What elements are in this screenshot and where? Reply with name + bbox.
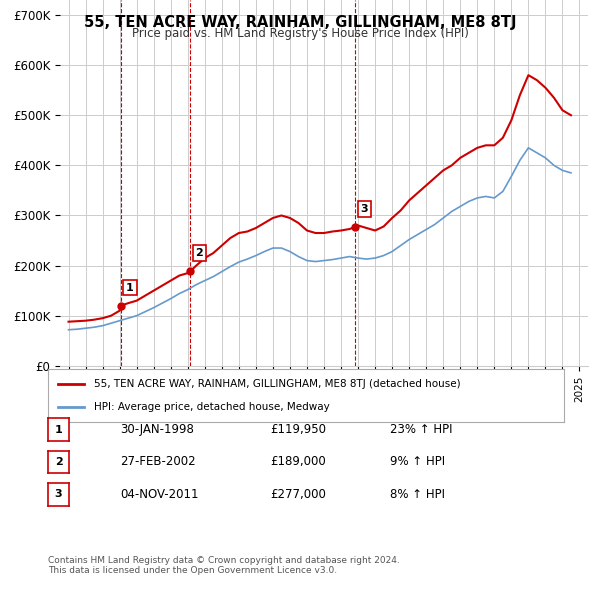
Text: 27-FEB-2002: 27-FEB-2002 — [120, 455, 196, 468]
Text: 1: 1 — [55, 425, 62, 434]
Text: 2: 2 — [196, 248, 203, 258]
Text: 9% ↑ HPI: 9% ↑ HPI — [390, 455, 445, 468]
Text: 3: 3 — [361, 204, 368, 214]
Text: 30-JAN-1998: 30-JAN-1998 — [120, 423, 194, 436]
Text: 04-NOV-2011: 04-NOV-2011 — [120, 488, 199, 501]
Text: £277,000: £277,000 — [270, 488, 326, 501]
Text: £119,950: £119,950 — [270, 423, 326, 436]
Text: Price paid vs. HM Land Registry's House Price Index (HPI): Price paid vs. HM Land Registry's House … — [131, 27, 469, 40]
Text: £189,000: £189,000 — [270, 455, 326, 468]
Text: 55, TEN ACRE WAY, RAINHAM, GILLINGHAM, ME8 8TJ: 55, TEN ACRE WAY, RAINHAM, GILLINGHAM, M… — [84, 15, 516, 30]
Text: 23% ↑ HPI: 23% ↑ HPI — [390, 423, 452, 436]
Text: 55, TEN ACRE WAY, RAINHAM, GILLINGHAM, ME8 8TJ (detached house): 55, TEN ACRE WAY, RAINHAM, GILLINGHAM, M… — [94, 379, 461, 389]
Text: 8% ↑ HPI: 8% ↑ HPI — [390, 488, 445, 501]
Text: Contains HM Land Registry data © Crown copyright and database right 2024.
This d: Contains HM Land Registry data © Crown c… — [48, 556, 400, 575]
Text: 3: 3 — [55, 490, 62, 499]
Text: 1: 1 — [126, 283, 134, 293]
Text: HPI: Average price, detached house, Medway: HPI: Average price, detached house, Medw… — [94, 402, 330, 412]
Text: 2: 2 — [55, 457, 62, 467]
